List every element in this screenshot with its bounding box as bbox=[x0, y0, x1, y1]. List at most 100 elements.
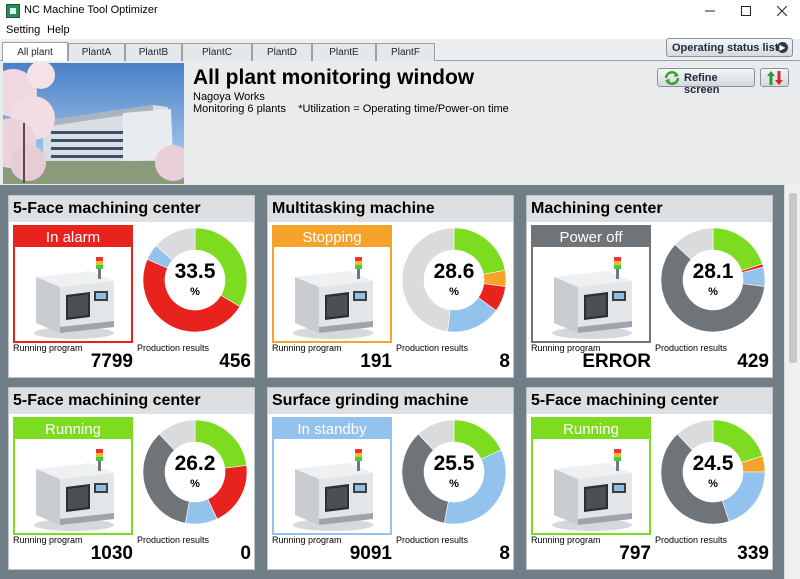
close-button[interactable] bbox=[764, 0, 800, 22]
donut-hole bbox=[683, 442, 743, 502]
scroll-thumb[interactable] bbox=[789, 193, 797, 363]
minimize-button[interactable] bbox=[692, 0, 728, 22]
running-program-value: 1030 bbox=[90, 543, 133, 564]
utilization-unit: % bbox=[708, 478, 718, 490]
maximize-icon bbox=[741, 6, 751, 16]
monitoring-count: Monitoring 6 plants bbox=[193, 103, 286, 115]
tab-plant-a[interactable]: PlantA bbox=[68, 43, 125, 61]
running-program-value: 797 bbox=[619, 543, 651, 564]
utilization-donut bbox=[660, 419, 766, 525]
production-results-value: 8 bbox=[499, 543, 510, 564]
machine-name: Machining center bbox=[531, 200, 663, 217]
machine-status-panel: Power off bbox=[531, 225, 651, 343]
site-name: Nagoya Works bbox=[193, 91, 265, 103]
utilization-donut-chart: 28.6 % bbox=[400, 226, 508, 334]
monitoring-info: Monitoring 6 plants *Utilization = Opera… bbox=[193, 103, 509, 115]
donut-segment-gray bbox=[660, 433, 730, 525]
utilization-unit: % bbox=[449, 478, 459, 490]
status-badge: In standby bbox=[274, 419, 390, 439]
utilization-unit: % bbox=[190, 478, 200, 490]
machine-status-panel: Running bbox=[13, 417, 133, 535]
machine-tool-icon bbox=[34, 449, 114, 531]
utilization-value: 28.6 bbox=[433, 260, 475, 283]
utilization-value: 33.5 bbox=[174, 260, 216, 283]
vertical-scrollbar[interactable] bbox=[784, 185, 800, 579]
refine-screen-button[interactable]: Refine screen bbox=[657, 68, 755, 96]
status-badge: Stopping bbox=[274, 227, 390, 247]
utilization-unit: % bbox=[708, 286, 718, 298]
tab-plant-f[interactable]: PlantF bbox=[376, 43, 435, 61]
machine-name: 5-Face machining center bbox=[13, 200, 201, 217]
machine-card-1[interactable]: 5-Face machining center In alarm bbox=[8, 195, 255, 378]
machine-tool-icon bbox=[34, 257, 114, 339]
operating-status-list-button[interactable]: Operating status list ▶ bbox=[666, 38, 793, 57]
running-program-label: Running program bbox=[272, 343, 342, 353]
running-program-value: 191 bbox=[360, 351, 392, 372]
utilization-value: 24.5 bbox=[692, 452, 734, 475]
machine-name: Multitasking machine bbox=[272, 200, 435, 217]
app-icon bbox=[6, 4, 20, 18]
tab-all-plant[interactable]: All plant bbox=[2, 42, 68, 62]
utilization-donut-chart: 33.5 % bbox=[141, 226, 249, 334]
plant-photo bbox=[3, 63, 184, 184]
machine-card-body: Stopping bbox=[268, 222, 513, 377]
utilization-unit: % bbox=[449, 286, 459, 298]
header-panel: All plant monitoring window Nagoya Works… bbox=[0, 61, 800, 185]
donut-hole bbox=[424, 442, 484, 502]
sort-button[interactable] bbox=[760, 68, 789, 87]
menu-help[interactable]: Help bbox=[47, 24, 70, 36]
plant-tab-strip: All plant PlantA PlantB PlantC PlantD Pl… bbox=[0, 39, 800, 62]
donut-segment-light bbox=[676, 419, 714, 451]
production-results-value: 339 bbox=[737, 543, 769, 564]
tab-plant-d[interactable]: PlantD bbox=[252, 43, 312, 61]
utilization-donut-chart: 24.5 % bbox=[659, 418, 767, 526]
running-program-value: 7799 bbox=[90, 351, 133, 372]
menu-setting[interactable]: Setting bbox=[6, 24, 41, 36]
running-program-label: Running program bbox=[13, 343, 83, 353]
tab-plant-e[interactable]: PlantE bbox=[312, 43, 376, 61]
window-title: NC Machine Tool Optimizer bbox=[24, 4, 158, 16]
donut-segment-light bbox=[158, 419, 196, 451]
machine-name: Surface grinding machine bbox=[272, 392, 469, 409]
running-program-label: Running program bbox=[272, 535, 342, 545]
utilization-donut bbox=[142, 419, 248, 525]
running-program-label: Running program bbox=[13, 535, 83, 545]
maximize-button[interactable] bbox=[728, 0, 764, 22]
tab-plant-b[interactable]: PlantB bbox=[125, 43, 182, 61]
donut-hole bbox=[165, 442, 225, 502]
production-results-value: 0 bbox=[240, 543, 251, 564]
machine-card-2[interactable]: Multitasking machine Stopping bbox=[267, 195, 514, 378]
machine-name: 5-Face machining center bbox=[13, 392, 201, 409]
machine-card-5[interactable]: Surface grinding machine In standby bbox=[267, 387, 514, 570]
refresh-icon bbox=[664, 71, 680, 85]
status-badge: In alarm bbox=[15, 227, 131, 247]
running-program-label: Running program bbox=[531, 343, 601, 353]
donut-hole bbox=[424, 250, 484, 310]
machine-name: 5-Face machining center bbox=[531, 392, 719, 409]
tab-plant-c[interactable]: PlantC bbox=[182, 43, 252, 61]
machine-status-panel: Stopping bbox=[272, 225, 392, 343]
refine-screen-label: Refine screen bbox=[684, 72, 720, 96]
utilization-donut-chart: 28.1 % bbox=[659, 226, 767, 334]
machine-card-4[interactable]: 5-Face machining center Running bbox=[8, 387, 255, 570]
utilization-note: *Utilization = Operating time/Power-on t… bbox=[298, 103, 509, 115]
machine-status-panel: In standby bbox=[272, 417, 392, 535]
page-title: All plant monitoring window bbox=[193, 66, 475, 89]
production-results-label: Production results bbox=[655, 535, 728, 545]
production-results-label: Production results bbox=[137, 535, 210, 545]
running-program-value: 9091 bbox=[349, 543, 392, 564]
machine-status-panel: In alarm bbox=[13, 225, 133, 343]
donut-segment-light bbox=[417, 419, 455, 451]
machine-card-3[interactable]: Machining center Power off bbox=[526, 195, 773, 378]
production-results-value: 456 bbox=[219, 351, 251, 372]
machine-card-body: Running bbox=[9, 414, 254, 569]
production-results-value: 429 bbox=[737, 351, 769, 372]
utilization-donut bbox=[401, 419, 507, 525]
machine-card-6[interactable]: 5-Face machining center Running bbox=[526, 387, 773, 570]
machine-card-body: Running bbox=[527, 414, 772, 569]
utilization-donut-chart: 25.5 % bbox=[400, 418, 508, 526]
machine-tool-icon bbox=[293, 257, 373, 339]
donut-hole bbox=[683, 250, 743, 310]
menu-bar: Setting Help bbox=[0, 22, 800, 39]
